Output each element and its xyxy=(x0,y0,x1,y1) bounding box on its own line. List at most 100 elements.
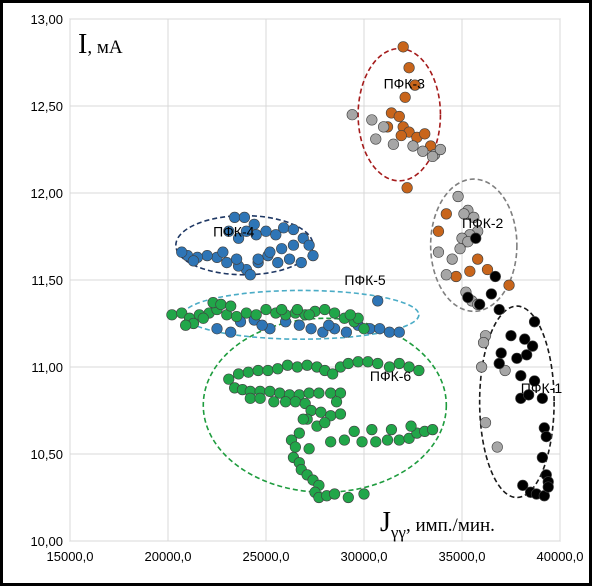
data-point-blue xyxy=(223,225,235,237)
data-point-orange xyxy=(401,182,413,194)
data-point-orange xyxy=(419,128,431,140)
data-point-green xyxy=(393,357,405,370)
data-point-orange xyxy=(393,110,405,123)
data-point-green xyxy=(405,420,417,432)
scatter-chart: 15000,0 20000,0 25000,0 30000,0 35000,0 40000… xyxy=(30,12,583,564)
data-point-blue xyxy=(238,211,251,223)
data-point-orange xyxy=(481,263,494,276)
y-tick-label: 12,50 xyxy=(30,99,63,114)
group-label-пфк-6: ПФК-6 xyxy=(370,368,412,384)
data-point-green xyxy=(166,309,178,321)
data-point-green xyxy=(303,309,315,321)
data-point-black xyxy=(536,392,548,404)
data-point-gray xyxy=(427,150,439,163)
data-point-gray xyxy=(468,211,480,223)
data-point-green xyxy=(329,488,341,500)
data-point-black xyxy=(523,389,535,401)
data-point-green xyxy=(313,387,325,399)
data-point-blue xyxy=(250,229,262,241)
data-point-gray xyxy=(434,143,447,156)
data-point-orange xyxy=(450,270,462,283)
group-ellipse-пфк-2 xyxy=(429,178,518,313)
group-label-пфк-3: ПФК-3 xyxy=(384,76,426,92)
data-point-green xyxy=(342,491,354,504)
data-point-green xyxy=(225,300,237,312)
data-point-blue xyxy=(187,255,200,267)
data-point-green xyxy=(362,356,374,368)
data-point-orange xyxy=(440,208,452,220)
x-tick-label: 35000,0 xyxy=(439,549,486,564)
data-point-blue xyxy=(229,211,241,223)
data-point-green xyxy=(370,436,382,448)
data-point-green xyxy=(358,488,370,500)
data-point-blue xyxy=(231,253,243,265)
data-point-green xyxy=(250,309,262,321)
y-tick-label: 11,50 xyxy=(31,273,63,288)
y-axis-unit: , мА xyxy=(87,37,123,58)
y-axis-label: I, мА xyxy=(78,29,123,60)
data-point-blue xyxy=(264,246,276,258)
data-point-green xyxy=(413,364,425,377)
data-point-blue xyxy=(287,223,300,236)
data-point-green xyxy=(242,366,254,378)
data-point-orange xyxy=(395,129,407,142)
data-point-green xyxy=(366,424,378,436)
data-point-gray xyxy=(477,337,490,349)
y-tick-label: 11,00 xyxy=(31,360,63,375)
x-axis-subscript: γγ xyxy=(390,523,407,542)
data-point-blue xyxy=(217,246,229,258)
data-point-gray xyxy=(432,246,445,258)
x-axis-label: Jγγ, имп./мин. xyxy=(380,507,495,542)
data-point-blue xyxy=(244,269,256,281)
data-point-blue xyxy=(372,295,384,307)
data-point-blue xyxy=(295,257,307,269)
data-point-green xyxy=(176,307,188,319)
data-point-blue xyxy=(256,319,268,331)
data-points xyxy=(166,41,554,504)
data-point-orange xyxy=(403,62,415,74)
x-tick-label: 40000,0 xyxy=(537,549,584,564)
data-point-green xyxy=(329,307,341,319)
data-point-green xyxy=(280,396,292,408)
data-point-green xyxy=(260,303,272,316)
data-point-gray xyxy=(378,121,390,133)
x-tick-label: 30000,0 xyxy=(341,549,388,564)
data-point-green xyxy=(319,417,331,429)
data-point-black xyxy=(489,270,501,283)
x-axis-symbol: J xyxy=(380,507,391,538)
data-point-gray xyxy=(458,208,470,220)
data-point-black xyxy=(470,232,482,244)
data-point-green xyxy=(264,385,276,397)
data-point-green xyxy=(272,363,284,375)
y-tick-label: 10,50 xyxy=(30,447,63,462)
data-point-green xyxy=(327,368,339,380)
data-point-green xyxy=(223,373,235,385)
group-ellipse-пфк-6 xyxy=(202,317,448,494)
data-point-blue xyxy=(232,232,245,244)
data-point-green xyxy=(289,441,302,453)
group-ellipse-пфк-3 xyxy=(357,47,442,182)
data-point-orange xyxy=(397,41,409,53)
data-point-gray xyxy=(346,109,358,121)
gridlines xyxy=(69,18,561,542)
data-point-black xyxy=(462,291,474,304)
data-point-blue xyxy=(340,326,352,338)
y-axis-symbol: I xyxy=(78,29,87,60)
data-point-black xyxy=(511,352,523,364)
data-point-green xyxy=(315,406,327,418)
x-axis-unit: , имп./мин. xyxy=(406,515,495,536)
data-point-green xyxy=(215,298,227,310)
y-tick-label: 13,00 xyxy=(30,12,63,27)
data-point-blue xyxy=(201,250,213,262)
data-point-green xyxy=(303,443,315,455)
data-point-blue xyxy=(211,323,223,335)
data-point-gray xyxy=(370,133,382,145)
axis-ticks: 15000,0 20000,0 25000,0 30000,0 35000,0 40000… xyxy=(30,12,583,564)
data-point-green xyxy=(252,364,264,377)
data-point-gray xyxy=(454,243,466,255)
data-point-gray xyxy=(452,190,464,203)
data-point-gray xyxy=(476,361,488,373)
data-point-orange xyxy=(432,225,445,237)
data-point-green xyxy=(338,434,351,446)
